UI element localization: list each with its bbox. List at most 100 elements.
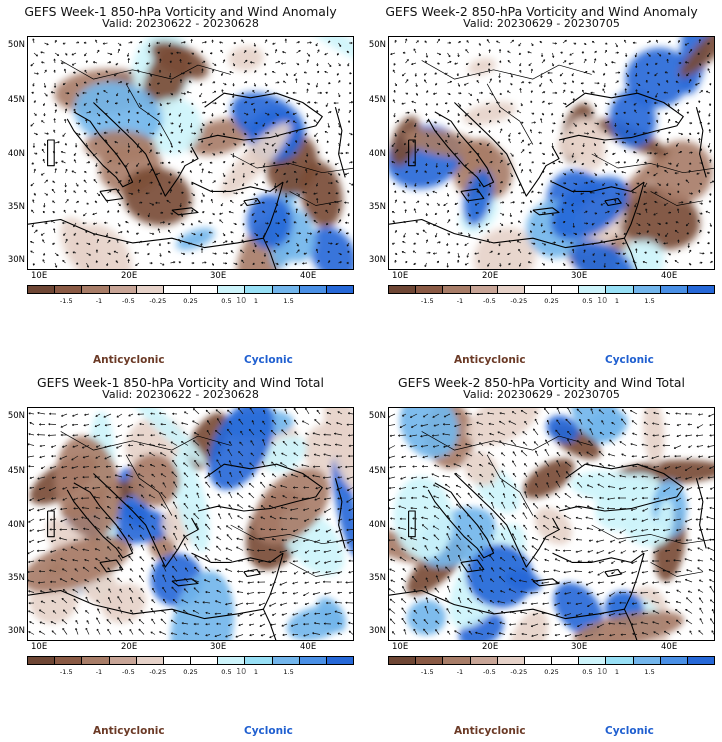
colorbar-cell xyxy=(245,657,273,664)
colorbar-tick-label: 0.5 xyxy=(582,297,593,305)
anticyclonic-label: Anticyclonic xyxy=(93,354,165,366)
cyclonic-label: Cyclonic xyxy=(244,725,293,737)
colorbar-tick-label: -1.5 xyxy=(59,668,73,676)
colorbar-unit-label: 10 xyxy=(236,667,247,676)
lon-label: 40E xyxy=(661,271,678,281)
colorbar-cell xyxy=(606,286,634,293)
lon-label: 10E xyxy=(392,642,409,652)
colorbar-cell xyxy=(443,657,471,664)
colorbar-tick-label: -0.5 xyxy=(122,297,135,305)
colorbar-tick-label: -0.5 xyxy=(483,668,496,676)
colorbar-tick-label: 1 xyxy=(253,297,258,305)
lat-label: 45N xyxy=(7,466,25,476)
colorbar-cell xyxy=(136,286,164,293)
valid-dates: Valid: 20230622 - 20230628 xyxy=(102,17,259,30)
colorbar-tick-label: 0.25 xyxy=(183,297,198,305)
lat-label: 30N xyxy=(7,255,25,265)
colorbar-cell xyxy=(272,657,300,664)
colorbar-tick-label: -0.5 xyxy=(122,668,135,676)
lat-label: 35N xyxy=(368,573,386,583)
lon-label: 40E xyxy=(661,642,678,652)
lat-label: 35N xyxy=(368,202,386,212)
cyclonic-label: Cyclonic xyxy=(244,354,293,366)
colorbar-cell xyxy=(191,286,219,293)
colorbar-tick-label: 1.5 xyxy=(644,297,655,305)
colorbar-cell xyxy=(687,657,715,664)
panel-week1-total: GEFS Week-1 850-hPa Vorticity and Wind T… xyxy=(0,371,361,742)
colorbar-tick-label: 1.5 xyxy=(644,668,655,676)
cyclonic-label: Cyclonic xyxy=(605,725,654,737)
lat-label: 50N xyxy=(368,411,386,421)
colorbar-cell xyxy=(299,286,327,293)
colorbar-unit-label: 10 xyxy=(597,667,608,676)
colorbar-cell xyxy=(136,657,164,664)
colorbar-tick-label: 0.5 xyxy=(221,668,232,676)
colorbar-cell xyxy=(579,286,607,293)
colorbar-cell xyxy=(326,657,354,664)
colorbar-tick-label: -1 xyxy=(456,297,464,305)
lon-label: 20E xyxy=(121,271,138,281)
colorbar-cell xyxy=(82,657,110,664)
colorbar-cell xyxy=(109,657,137,664)
colorbar-cell xyxy=(552,657,580,664)
colorbar-tick-label: 0.5 xyxy=(582,668,593,676)
colorbar-cell xyxy=(470,657,498,664)
colorbar-cell xyxy=(109,286,137,293)
lat-label: 40N xyxy=(368,149,386,159)
lon-label: 20E xyxy=(482,642,499,652)
map-area xyxy=(27,407,354,641)
panel-week2-anomaly: GEFS Week-2 850-hPa Vorticity and Wind A… xyxy=(361,0,722,371)
colorbar-cell xyxy=(191,657,219,664)
colorbar-cell xyxy=(606,657,634,664)
colorbar xyxy=(388,285,715,294)
lat-label: 50N xyxy=(368,40,386,50)
colorbar-tick-label: 0.5 xyxy=(221,297,232,305)
map-area xyxy=(388,36,715,270)
lon-label: 30E xyxy=(210,642,227,652)
colorbar xyxy=(27,285,354,294)
colorbar-cell xyxy=(163,286,192,293)
panel-title: GEFS Week-1 850-hPa Vorticity and Wind A… xyxy=(24,4,337,19)
colorbar-cell xyxy=(416,286,444,293)
anticyclonic-label: Anticyclonic xyxy=(93,725,165,737)
colorbar-cell xyxy=(497,286,525,293)
vorticity-field xyxy=(28,408,353,640)
colorbar-cell xyxy=(633,657,661,664)
colorbar-cell xyxy=(687,286,715,293)
colorbar-cell xyxy=(245,286,273,293)
lat-label: 40N xyxy=(7,520,25,530)
lon-label: 20E xyxy=(482,271,499,281)
colorbar-cell xyxy=(55,286,83,293)
colorbar-tick-label: -1.5 xyxy=(59,297,73,305)
colorbar-cell xyxy=(55,657,83,664)
lat-label: 40N xyxy=(368,520,386,530)
valid-dates: Valid: 20230629 - 20230705 xyxy=(463,17,620,30)
lon-label: 10E xyxy=(392,271,409,281)
colorbar-cell xyxy=(299,657,327,664)
lat-label: 30N xyxy=(368,626,386,636)
lat-label: 35N xyxy=(7,202,25,212)
colorbar-tick-label: 0.25 xyxy=(544,297,559,305)
colorbar-tick-label: -1 xyxy=(95,668,103,676)
lon-label: 10E xyxy=(31,642,48,652)
panel-week1-anomaly: GEFS Week-1 850-hPa Vorticity and Wind A… xyxy=(0,0,361,371)
lat-label: 50N xyxy=(7,40,25,50)
colorbar-cell xyxy=(28,657,56,664)
colorbar-tick-label: 1 xyxy=(253,668,258,676)
colorbar-cell xyxy=(163,657,192,664)
panel-title: GEFS Week-2 850-hPa Vorticity and Wind A… xyxy=(385,4,698,19)
lon-label: 40E xyxy=(300,271,317,281)
lat-label: 50N xyxy=(7,411,25,421)
colorbar-cell xyxy=(272,286,300,293)
lon-label: 30E xyxy=(571,271,588,281)
colorbar-tick-label: 1 xyxy=(614,297,619,305)
colorbar xyxy=(388,656,715,665)
colorbar-tick-label: 0.25 xyxy=(183,668,198,676)
lat-label: 40N xyxy=(7,149,25,159)
colorbar-cell xyxy=(389,286,417,293)
map-area xyxy=(388,407,715,641)
colorbar-cell xyxy=(524,286,553,293)
colorbar-cell xyxy=(416,657,444,664)
colorbar-tick-label: -0.5 xyxy=(483,297,496,305)
lat-label: 35N xyxy=(7,573,25,583)
